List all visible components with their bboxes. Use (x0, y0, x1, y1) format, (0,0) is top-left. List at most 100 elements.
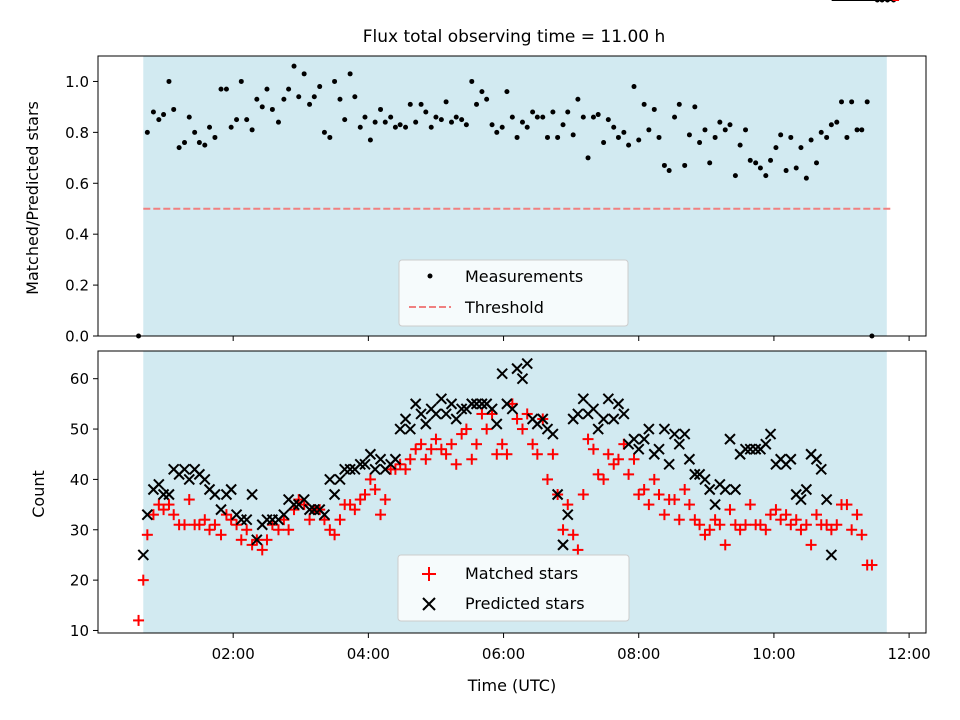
predicted-star-point (703, 483, 716, 496)
measurement-point (747, 157, 753, 163)
measurement-point (676, 101, 682, 107)
legend-measurements-label: Measurements (465, 267, 583, 286)
bottom-y-tick-label: 40 (70, 471, 89, 489)
predicted-star-point (153, 478, 165, 491)
measurement-point (768, 157, 774, 163)
predicted-star-point (658, 423, 671, 435)
matched-star-point (866, 559, 878, 571)
matched-star-point (415, 438, 427, 450)
matched-star-point (349, 504, 361, 516)
predicted-star-point (689, 468, 701, 481)
predicted-star-point (328, 488, 341, 501)
measurement-point (413, 119, 419, 125)
predicted-star-point (506, 403, 519, 415)
measurement-point (540, 114, 546, 120)
measurement-point (590, 114, 596, 120)
measurement-point (397, 122, 403, 128)
matched-star-point (354, 494, 366, 506)
measurement-point (814, 160, 820, 166)
predicted-star-point (587, 403, 600, 415)
measurement-point (753, 160, 759, 166)
predicted-star-point (399, 413, 412, 425)
predicted-star-point (724, 433, 736, 445)
matched-star-point (430, 433, 442, 445)
measurement-point (166, 78, 172, 84)
matched-star-point (133, 614, 145, 626)
measurement-point (357, 124, 363, 130)
measurement-point (423, 109, 429, 115)
measurement-point (672, 114, 678, 120)
measurement-point (301, 71, 307, 77)
predicted-star-point (709, 498, 721, 511)
matched-star-point (531, 448, 543, 460)
predicted-star-point (699, 473, 711, 486)
predicted-star-point (653, 443, 665, 455)
measurement-point (286, 86, 292, 92)
measurement-point (666, 168, 672, 174)
measurement-point (479, 89, 485, 95)
measurement-point (317, 84, 323, 90)
matched-star-point (501, 448, 513, 460)
measurement-point (514, 134, 520, 140)
predicted-star-point (476, 398, 488, 410)
measurement-point (601, 140, 607, 146)
matched-star-point (734, 524, 746, 536)
measurement-point (544, 134, 550, 140)
legend-predicted-label: Predicted stars (465, 594, 585, 613)
measurement-point (499, 124, 505, 130)
predicted-star-point (209, 488, 221, 501)
predicted-star-point (240, 513, 253, 526)
matched-star-point (770, 504, 782, 516)
predicted-star-point (668, 428, 681, 440)
predicted-star-point (491, 418, 503, 430)
measurement-point (611, 124, 617, 130)
matched-star-point (364, 473, 376, 485)
matched-star-point (704, 524, 716, 536)
predicted-star-point (663, 458, 675, 471)
matched-star-point (800, 519, 812, 531)
matched-star-point (158, 504, 170, 516)
predicted-star-point (729, 483, 742, 496)
matched-star-point (344, 499, 356, 511)
predicted-star-point (303, 503, 316, 516)
bottom-x-tick-label: 06:00 (482, 645, 525, 663)
predicted-star-point (592, 423, 604, 435)
measurement-point (763, 173, 769, 179)
matched-star-point (719, 539, 731, 551)
top-legend: Measurements Threshold (398, 259, 629, 327)
predicted-star-point (673, 438, 685, 450)
matched-star-point (137, 574, 149, 586)
top-y-axis-label: Matched/Predicted stars (23, 101, 42, 295)
matched-star-point (592, 468, 604, 480)
measurement-point (727, 122, 733, 128)
predicted-star-point (800, 483, 813, 496)
predicted-star-point (298, 493, 310, 506)
matched-star-point (577, 489, 589, 501)
measurement-point (367, 137, 373, 143)
measurement-point (207, 124, 213, 130)
measurement-point (570, 132, 576, 138)
measurement-point (382, 119, 388, 125)
measurement-point (352, 94, 358, 100)
predicted-star-point (608, 413, 620, 425)
measurement-point (778, 132, 784, 138)
matched-star-point (375, 509, 387, 521)
measurement-point (808, 137, 814, 143)
measurement-point (773, 145, 779, 151)
top-y-tick-label: 0.0 (65, 328, 89, 346)
matched-star-point (163, 499, 175, 511)
predicted-star-point (225, 483, 237, 496)
matched-star-point (821, 519, 833, 531)
matched-star-point (562, 499, 574, 511)
predicted-star-point (246, 488, 258, 501)
matched-star-point (638, 483, 650, 495)
predicted-star-point (760, 438, 772, 450)
measurement-point (269, 106, 275, 112)
measurement-point (254, 96, 260, 102)
predicted-star-point (455, 403, 468, 415)
matched-star-point (648, 473, 660, 485)
measurement-point (757, 165, 763, 171)
predicted-star-point (537, 413, 549, 425)
matched-star-point (440, 448, 452, 460)
matched-star-point (379, 494, 391, 506)
